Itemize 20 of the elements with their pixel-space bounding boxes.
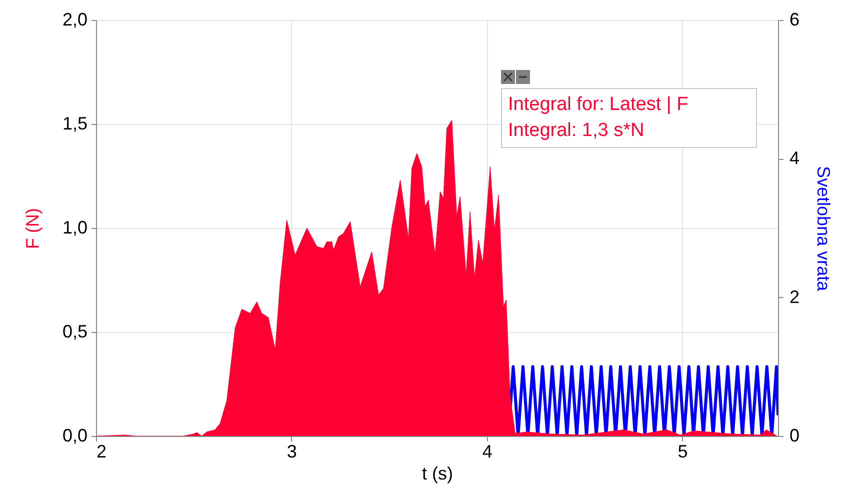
- y-tick-label: 1,5: [62, 114, 88, 134]
- callout-box: Integral for: Latest | F Integral: 1,3 s*N: [501, 88, 757, 148]
- y2-tick-label: 0: [790, 426, 800, 446]
- x-tick-label: 4: [482, 442, 492, 462]
- annotation: Integral: 1,3 s*N: [508, 119, 646, 143]
- y-axis-title: F (N): [22, 208, 42, 249]
- y-tick-label: 2,0: [62, 10, 88, 30]
- annotation: Integral for: Latest | F: [508, 93, 690, 117]
- y2-tick-label: 6: [790, 10, 800, 30]
- y2-tick-label: 4: [790, 148, 800, 168]
- line-series: [508, 365, 778, 436]
- y-tick-label: 0,0: [62, 426, 88, 446]
- x-tick-label: 2: [96, 442, 107, 462]
- y2-axis-title: Svetlobna vrata: [814, 166, 834, 292]
- x-tick-label: 5: [678, 442, 688, 462]
- x-tick-label: 3: [286, 442, 297, 462]
- y-tick-label: 1,0: [62, 218, 88, 238]
- x-axis-title: t (s): [422, 464, 453, 484]
- y2-tick-label: 2: [790, 286, 800, 307]
- y-tick-label: 0,5: [62, 322, 88, 342]
